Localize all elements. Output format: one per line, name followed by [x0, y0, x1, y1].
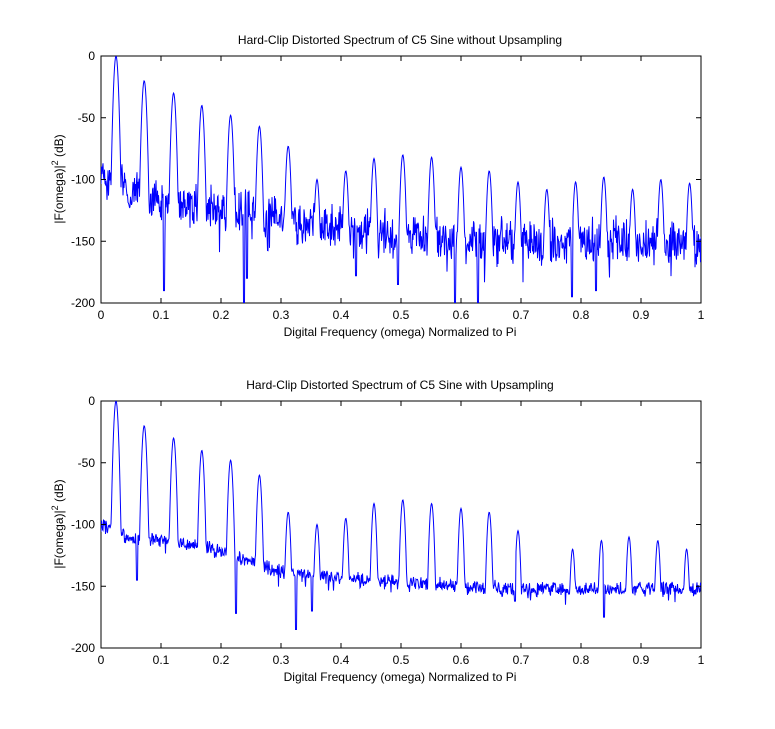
y-axis-label-main: |F(omega)|: [52, 510, 66, 568]
x-tick-label: 0.1: [153, 653, 170, 667]
x-axis-label: Digital Frequency (omega) Normalized to …: [284, 325, 517, 339]
x-tick-label: 0.8: [573, 653, 590, 667]
spectrum-line: [101, 401, 701, 630]
spectrum-line: [101, 56, 701, 303]
x-tick-label: 0.2: [213, 653, 230, 667]
y-tick-label: -200: [71, 641, 95, 655]
y-axis-label: |F(omega)|2 (dB): [50, 134, 66, 223]
x-tick-label: 0.2: [213, 308, 230, 322]
y-axis-label: |F(omega)|2 (dB): [50, 479, 66, 568]
x-tick-label: 0.5: [393, 653, 410, 667]
y-tick-label: -200: [71, 296, 95, 310]
y-tick-label: 0: [88, 49, 95, 63]
plot-top: Hard-Clip Distorted Spectrum of C5 Sine …: [50, 33, 705, 339]
x-tick-label: 0.7: [513, 308, 530, 322]
x-tick-label: 0: [98, 653, 105, 667]
y-axis-label-unit: (dB): [52, 479, 66, 505]
y-tick-label: -50: [78, 456, 96, 470]
x-tick-label: 0.6: [453, 308, 470, 322]
x-tick-label: 0.6: [453, 653, 470, 667]
y-axis-label-main: |F(omega)|: [52, 165, 66, 223]
plot-bottom: Hard-Clip Distorted Spectrum of C5 Sine …: [50, 378, 705, 684]
x-tick-label: 0.5: [393, 308, 410, 322]
y-axis-label-unit: (dB): [52, 134, 66, 160]
x-tick-label: 1: [698, 308, 705, 322]
y-axis-label-sup: 2: [50, 160, 60, 165]
x-axis-label: Digital Frequency (omega) Normalized to …: [284, 670, 517, 684]
plot-title: Hard-Clip Distorted Spectrum of C5 Sine …: [238, 33, 562, 47]
x-tick-label: 0: [98, 308, 105, 322]
x-tick-label: 0.9: [633, 653, 650, 667]
x-tick-label: 0.4: [333, 653, 350, 667]
plot-title: Hard-Clip Distorted Spectrum of C5 Sine …: [246, 378, 553, 392]
x-tick-label: 0.3: [273, 308, 290, 322]
x-tick-label: 0.3: [273, 653, 290, 667]
x-tick-label: 0.4: [333, 308, 350, 322]
y-tick-label: -100: [71, 173, 95, 187]
y-tick-label: -150: [71, 579, 95, 593]
y-tick-label: -100: [71, 518, 95, 532]
x-tick-label: 0.1: [153, 308, 170, 322]
y-axis-label-sup: 2: [50, 505, 60, 510]
y-tick-label: -150: [71, 234, 95, 248]
x-tick-label: 1: [698, 653, 705, 667]
x-tick-label: 0.8: [573, 308, 590, 322]
y-tick-label: 0: [88, 394, 95, 408]
x-tick-label: 0.7: [513, 653, 530, 667]
y-tick-label: -50: [78, 111, 96, 125]
x-tick-label: 0.9: [633, 308, 650, 322]
